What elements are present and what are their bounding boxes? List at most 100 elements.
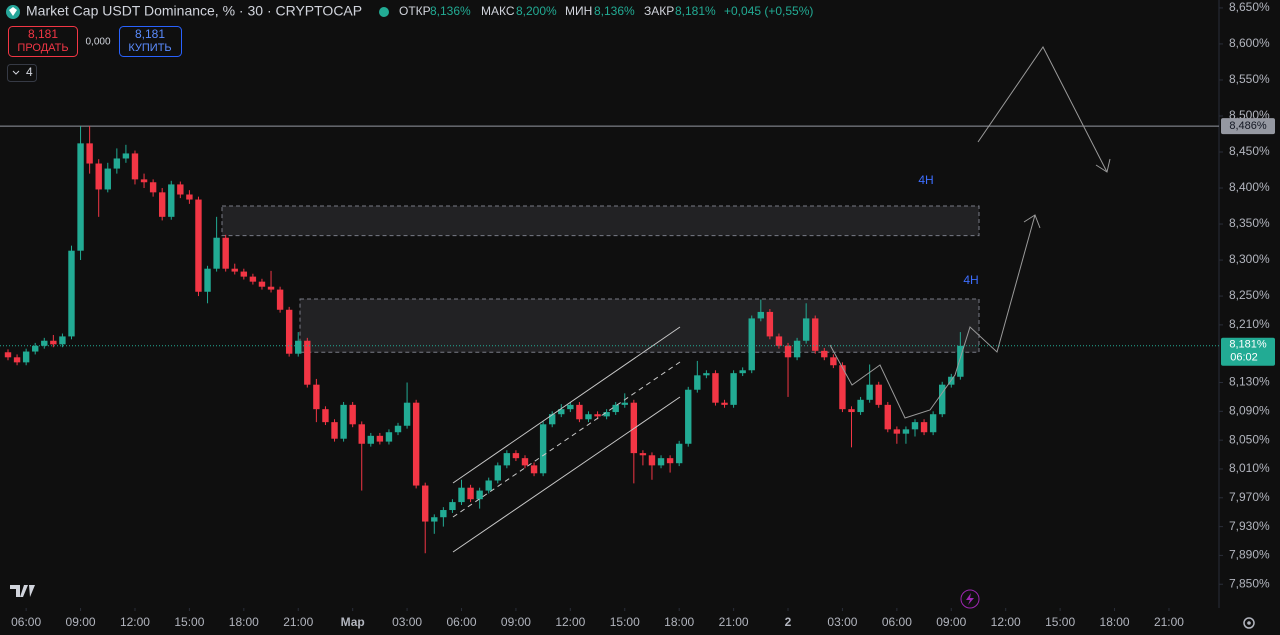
stat-label: ОТКР xyxy=(399,4,431,18)
candle-body xyxy=(830,357,837,366)
stat-value: 8,200% xyxy=(516,4,557,18)
status-dot xyxy=(379,7,389,17)
candle-body xyxy=(685,389,692,444)
forecast-path xyxy=(829,214,1036,419)
candle-body xyxy=(485,480,492,491)
candle-body xyxy=(204,268,211,292)
candle-body xyxy=(95,163,102,190)
lightning-button[interactable] xyxy=(960,589,980,609)
candle-body xyxy=(603,412,610,417)
y-tick-label: 8,250% xyxy=(1229,288,1270,302)
stat-value: 8,181% xyxy=(675,4,716,18)
x-tick-label: 15:00 xyxy=(174,615,204,629)
x-tick-label: 2 xyxy=(785,615,792,629)
candle-body xyxy=(50,340,57,345)
x-tick-label: 06:00 xyxy=(446,615,476,629)
sell-label: ПРОДАТЬ xyxy=(17,42,68,54)
candle-body xyxy=(313,384,320,410)
x-tick-label: 18:00 xyxy=(1100,615,1130,629)
candle-body xyxy=(866,384,873,400)
candle-body xyxy=(567,404,574,410)
candle-body xyxy=(503,453,511,466)
candle-body xyxy=(793,340,801,358)
arrow-head xyxy=(1095,158,1111,173)
candle-body xyxy=(267,286,275,290)
candle-body xyxy=(158,192,166,217)
settings-button[interactable] xyxy=(1243,617,1255,629)
candle-body xyxy=(929,414,937,433)
channel-line xyxy=(452,326,681,484)
candle-body xyxy=(775,336,783,346)
candle-body xyxy=(920,422,928,433)
candle-body xyxy=(276,289,284,310)
candle-body xyxy=(113,158,121,169)
candle-body xyxy=(739,370,746,374)
candle-body xyxy=(22,351,30,363)
candle-body xyxy=(784,345,792,358)
buy-button[interactable] xyxy=(119,26,182,57)
sell-button[interactable] xyxy=(8,26,78,57)
candle-body xyxy=(222,237,229,269)
candle-body xyxy=(721,402,728,405)
indicators-toggle[interactable] xyxy=(7,64,37,82)
candle-body xyxy=(703,373,710,376)
candle-body xyxy=(4,352,12,358)
candle-body xyxy=(213,237,220,269)
candle-body xyxy=(394,425,402,433)
zone-label: 4H xyxy=(963,273,978,287)
candle-body xyxy=(630,402,638,454)
zone-label: 4H xyxy=(918,173,933,187)
y-tick-label: 8,210% xyxy=(1229,317,1270,331)
candle-body xyxy=(576,404,583,420)
candle-body xyxy=(902,429,910,434)
candle-body xyxy=(594,414,601,417)
candle-body xyxy=(530,465,538,474)
candle-body xyxy=(403,402,411,426)
settings-icon-dot xyxy=(1247,621,1251,625)
candle-body xyxy=(186,194,193,200)
candle-body xyxy=(122,153,130,159)
candle-body xyxy=(131,153,139,180)
y-tick-label: 8,010% xyxy=(1229,461,1270,475)
last-price-tag xyxy=(1221,337,1275,366)
y-tick-label: 8,550% xyxy=(1229,72,1270,86)
candle-body xyxy=(322,409,329,423)
candle-body xyxy=(41,340,48,346)
candle-body xyxy=(458,487,465,503)
countdown: 06:02 xyxy=(1230,352,1258,364)
candle-body xyxy=(168,184,175,217)
candle-body xyxy=(939,384,946,415)
candle-body xyxy=(893,429,901,434)
candle-body xyxy=(149,182,157,193)
x-tick-label: 21:00 xyxy=(1154,615,1184,629)
y-tick-label: 8,050% xyxy=(1229,432,1270,446)
candle-body xyxy=(549,414,556,425)
arrow-head xyxy=(1023,214,1041,229)
stat-label: МАКС xyxy=(481,4,515,18)
last-price-label: 8,181% xyxy=(1229,339,1267,351)
y-tick-label: 8,650% xyxy=(1229,0,1270,14)
candle-body xyxy=(875,384,882,405)
candle-body xyxy=(431,517,438,522)
x-tick-label: 21:00 xyxy=(719,615,749,629)
candle-body xyxy=(385,432,393,442)
candle-body xyxy=(140,179,148,183)
buy-label: КУПИТЬ xyxy=(128,42,171,54)
forecast-path xyxy=(977,46,1108,173)
candle-body xyxy=(812,318,819,351)
x-tick-label: 15:00 xyxy=(1045,615,1075,629)
symbol-title[interactable]: Market Cap USDT Dominance, % · 30 · CRYP… xyxy=(26,3,362,19)
sell-price: 8,181 xyxy=(28,27,58,41)
candle-body xyxy=(331,422,338,439)
zone xyxy=(299,298,980,353)
channel-mid-line xyxy=(452,361,681,518)
x-tick-label: 03:00 xyxy=(827,615,857,629)
candle-body xyxy=(449,502,456,511)
candle-body xyxy=(730,373,737,405)
logo[interactable] xyxy=(10,585,35,597)
candle-body xyxy=(77,143,84,251)
channel-line xyxy=(452,396,681,553)
candle-body xyxy=(558,409,565,415)
indicators-count: 4 xyxy=(26,65,33,79)
